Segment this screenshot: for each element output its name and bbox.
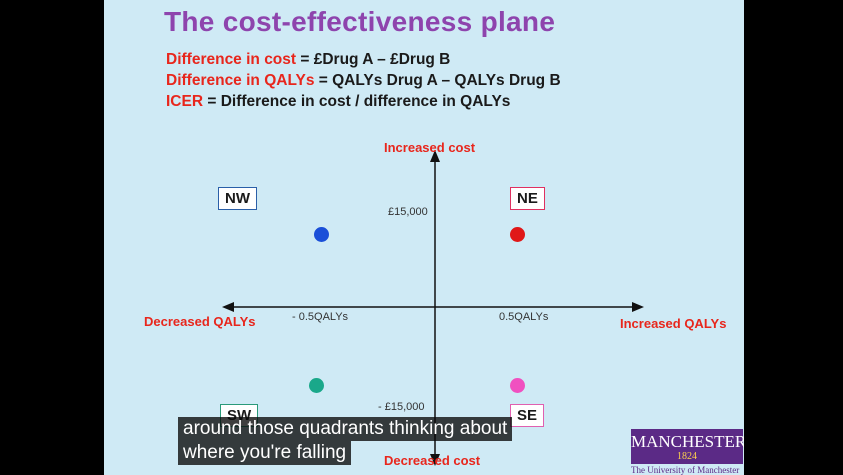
tick-qalys-negative: - 0.5QALYs — [292, 311, 349, 323]
caption-line-1: around those quadrants thinking about — [178, 417, 513, 441]
tick-cost-positive: £15,000 — [388, 206, 428, 218]
tick-cost-negative: - £15,000 — [378, 401, 425, 413]
slide: The cost-effectiveness plane Difference … — [104, 0, 744, 475]
definition-term: Difference in cost — [166, 51, 297, 68]
y-axis-arrow-down — [430, 454, 440, 466]
definition-term: ICER — [166, 93, 204, 110]
dot-sw — [309, 378, 324, 393]
x-axis-arrow-left — [222, 302, 234, 312]
logo-caption: The University of Manchester — [631, 465, 740, 475]
definition-text: = QALYs Drug A – QALYs Drug B — [314, 72, 561, 89]
quadrant-se-label: SE — [510, 404, 545, 427]
university-logo: MANCHESTER 1824 — [631, 429, 744, 464]
dot-se — [510, 378, 525, 393]
y-axis-bottom-label: Decreased cost — [384, 453, 481, 468]
logo-name: MANCHESTER — [631, 432, 744, 451]
definition-icer: ICER = Difference in cost / difference i… — [166, 93, 510, 111]
x-axis-arrow-right — [632, 302, 644, 312]
definition-text: = Difference in cost / difference in QAL… — [203, 93, 511, 110]
definition-term: Difference in QALYs — [166, 72, 315, 89]
quadrant-ne-label: NE — [510, 187, 545, 210]
definition-qalys: Difference in QALYs = QALYs Drug A – QAL… — [166, 72, 561, 90]
y-axis-top-label: Increased cost — [384, 140, 476, 155]
dot-ne — [510, 227, 525, 242]
definition-text: = £Drug A – £Drug B — [296, 51, 451, 68]
cost-effectiveness-axes — [222, 150, 644, 466]
tick-qalys-positive: 0.5QALYs — [499, 311, 549, 323]
logo-year: 1824 — [677, 451, 697, 462]
caption-line-2: where you're falling — [178, 441, 352, 465]
slide-title: The cost-effectiveness plane — [164, 6, 556, 37]
x-axis-left-label: Decreased QALYs — [144, 314, 256, 329]
x-axis-right-label: Increased QALYs — [620, 316, 727, 331]
y-axis-arrow-up — [430, 150, 440, 162]
video-captions: around those quadrants thinking about wh… — [178, 417, 513, 465]
dot-nw — [314, 227, 329, 242]
quadrant-nw-label: NW — [218, 187, 257, 210]
definition-cost: Difference in cost = £Drug A – £Drug B — [166, 51, 450, 69]
